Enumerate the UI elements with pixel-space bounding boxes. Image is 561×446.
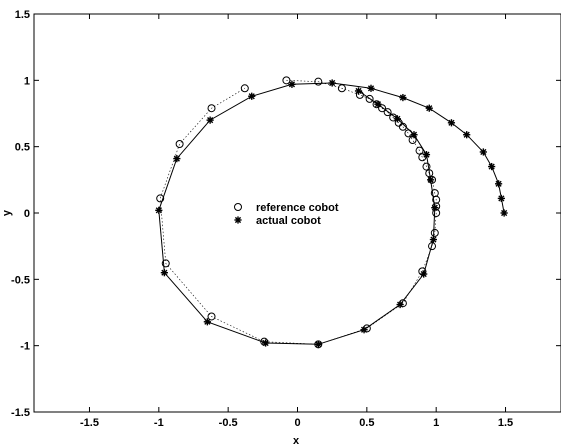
actual-cobot-point <box>262 339 270 347</box>
ticks-layer: -1.5 -1 -0.5 0 0.5 1 1.5 -1.5 -1 -0.5 0 0.5 1 1.5 <box>11 9 561 429</box>
actual-cobot-point <box>422 151 431 159</box>
reference-cobot-point <box>207 312 216 321</box>
reference-cobot-point <box>365 94 374 103</box>
y-tick-label: 0 <box>24 208 30 220</box>
actual-cobot-point <box>314 340 322 348</box>
actual-cobot-point <box>399 93 407 102</box>
actual-cobot-point <box>393 115 401 123</box>
actual-cobot-point <box>160 269 168 277</box>
x-tick-label: 1.5 <box>498 417 513 429</box>
reference-cobot-point <box>207 104 216 113</box>
actual-cobot-point <box>497 194 505 203</box>
reference-cobot-point <box>314 77 323 86</box>
actual-cobot-point <box>447 119 456 127</box>
y-tick-label: -1.5 <box>11 407 30 419</box>
actual-cobot-point <box>248 92 256 100</box>
reference-cobot-point <box>415 146 424 155</box>
x-tick-label: -1 <box>154 417 164 429</box>
reference-cobot-point <box>383 108 392 117</box>
x-tick-label: 0.5 <box>359 417 374 429</box>
actual-cobot-point <box>488 162 496 171</box>
actual-cobot-point <box>396 300 404 309</box>
actual-cobot-point <box>155 206 163 214</box>
actual-cobot-point <box>367 84 375 92</box>
actual-cobot-point <box>427 176 435 184</box>
actual-cobot-point <box>203 318 211 326</box>
actual-cobot-point <box>431 204 439 212</box>
x-tick-label: -0.5 <box>219 417 238 429</box>
legend-marker-reference <box>234 203 242 211</box>
legend-label-actual: actual cobot <box>256 215 321 227</box>
x-tick-label: 0 <box>294 417 300 429</box>
actual-cobot-point <box>410 131 418 139</box>
y-tick-label: 0.5 <box>15 142 30 154</box>
actual-cobot-point <box>354 87 363 95</box>
markers-layer <box>155 76 508 349</box>
actual-cobot-point <box>429 235 438 244</box>
reference-cobot-point <box>240 84 249 93</box>
reference-cobot-point <box>430 228 439 237</box>
legend-label-reference: reference cobot <box>256 202 339 214</box>
y-tick-label: -1 <box>20 341 30 353</box>
actual-cobot-point <box>360 326 368 334</box>
reference-cobot-point <box>425 169 434 178</box>
actual-cobot-point <box>494 180 503 188</box>
legend-marker-actual <box>234 216 242 224</box>
reference-cobot-point <box>428 242 437 251</box>
actual-cobot-point <box>479 148 487 156</box>
legend: reference cobot actual cobot <box>224 197 364 230</box>
reference-cobot-point <box>282 76 291 85</box>
y-tick-label: -0.5 <box>11 274 30 286</box>
reference-cobot-point <box>378 104 387 113</box>
y-tick-label: 1.5 <box>15 9 30 21</box>
reference-cobot-point <box>175 140 184 149</box>
y-axis-label: y <box>1 209 13 216</box>
actual-cobot-point <box>288 80 296 88</box>
x-axis-label: x <box>293 435 300 446</box>
reference-cobot-point <box>161 259 170 268</box>
legend-star-icon <box>234 216 242 224</box>
actual-cobot-point <box>206 116 214 124</box>
legend-box <box>224 197 364 230</box>
actual-cobot-point <box>328 79 336 87</box>
actual-cobot-point <box>173 155 181 163</box>
y-tick-label: 1 <box>24 75 30 87</box>
reference-cobot-point <box>337 84 346 93</box>
reference-cobot-point <box>398 122 407 131</box>
actual-cobot-point <box>425 104 433 112</box>
actual-cobot-point <box>374 100 382 108</box>
reference-cobot-point <box>156 194 165 203</box>
x-tick-label: -1.5 <box>80 417 99 429</box>
actual-cobot-point <box>500 209 508 217</box>
reference-cobot-point <box>422 162 431 171</box>
actual-cobot-point <box>463 131 471 139</box>
actual-cobot-point <box>420 270 428 278</box>
x-tick-label: 1 <box>433 417 439 429</box>
